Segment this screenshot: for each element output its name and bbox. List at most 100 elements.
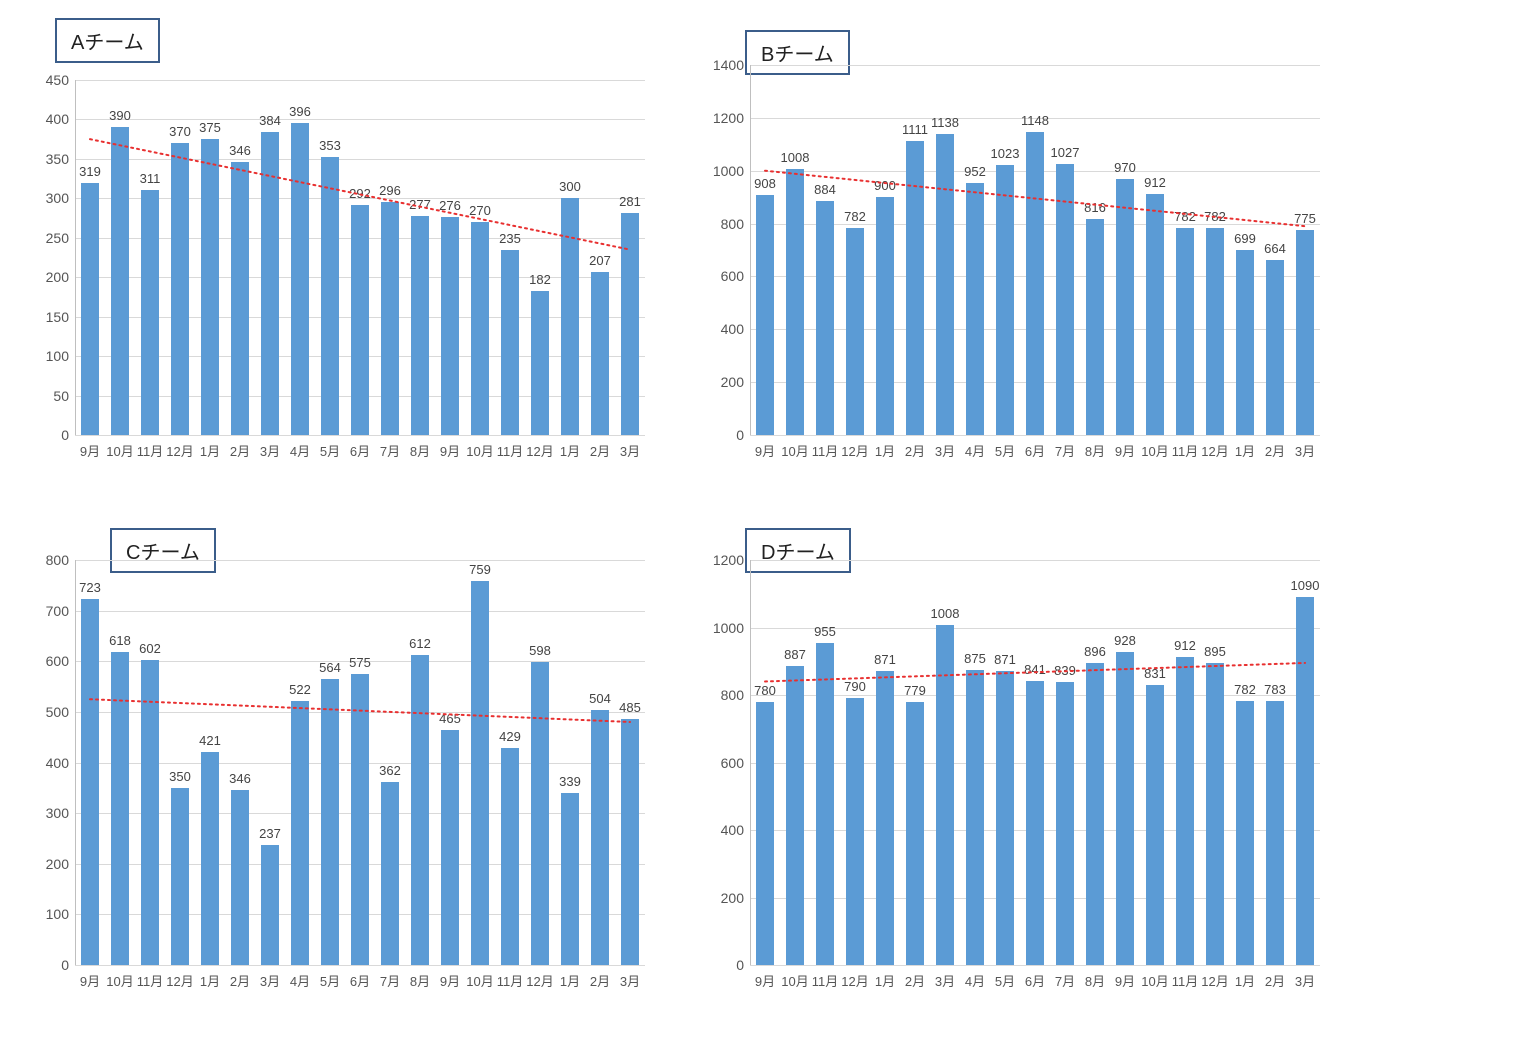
- y-tick-label: 250: [46, 230, 69, 246]
- bar-value-label: 300: [559, 179, 581, 194]
- x-tick-label: 4月: [965, 971, 985, 990]
- x-tick-label: 11月: [1172, 971, 1199, 990]
- bar-value-label: 375: [199, 120, 221, 135]
- bar-value-label: 928: [1114, 633, 1136, 648]
- bar-value-label: 390: [109, 108, 131, 123]
- bar: 790: [846, 698, 865, 965]
- x-tick-label: 6月: [1025, 441, 1045, 460]
- y-tick-label: 0: [736, 427, 744, 443]
- bar: 276: [441, 217, 460, 435]
- x-tick-label: 12月: [1201, 971, 1228, 990]
- y-axis: [750, 65, 751, 435]
- x-tick-label: 8月: [1085, 441, 1105, 460]
- y-tick-label: 0: [61, 427, 69, 443]
- y-tick-label: 600: [46, 653, 69, 669]
- bar: 346: [231, 790, 250, 965]
- bar: 912: [1146, 194, 1165, 435]
- y-tick-label: 450: [46, 72, 69, 88]
- bar-value-label: 955: [814, 624, 836, 639]
- bar-value-label: 782: [1174, 209, 1196, 224]
- bar: 782: [1176, 228, 1195, 435]
- bar-value-label: 782: [844, 209, 866, 224]
- x-tick-label: 5月: [995, 441, 1015, 460]
- bar-value-label: 900: [874, 178, 896, 193]
- bar-value-label: 970: [1114, 160, 1136, 175]
- x-tick-label: 10月: [1141, 971, 1168, 990]
- y-axis: [75, 560, 76, 965]
- bar: 895: [1206, 663, 1225, 965]
- bar: 277: [411, 216, 430, 435]
- y-tick-label: 400: [721, 321, 744, 337]
- bar: 955: [816, 643, 835, 965]
- x-tick-label: 12月: [841, 441, 868, 460]
- gridline: [75, 119, 645, 120]
- x-tick-label: 4月: [290, 971, 310, 990]
- x-tick-label: 10月: [781, 441, 808, 460]
- bar-value-label: 1111: [902, 122, 928, 137]
- bar: 1138: [936, 134, 955, 435]
- bar-value-label: 465: [439, 711, 461, 726]
- bar-value-label: 664: [1264, 241, 1286, 256]
- x-tick-label: 1月: [1235, 441, 1255, 460]
- y-tick-label: 800: [721, 687, 744, 703]
- x-tick-label: 9月: [440, 971, 460, 990]
- gridline: [75, 80, 645, 81]
- bar-value-label: 504: [589, 691, 611, 706]
- bar-value-label: 1138: [931, 115, 959, 130]
- gridline: [750, 435, 1320, 436]
- bar: 1027: [1056, 164, 1075, 435]
- x-tick-label: 3月: [935, 441, 955, 460]
- bar: 884: [816, 201, 835, 435]
- x-tick-label: 11月: [497, 441, 524, 460]
- x-tick-label: 2月: [1265, 971, 1285, 990]
- x-tick-label: 3月: [260, 441, 280, 460]
- x-tick-label: 12月: [526, 441, 553, 460]
- bar: 339: [561, 793, 580, 965]
- x-tick-label: 11月: [137, 971, 164, 990]
- x-tick-label: 12月: [526, 971, 553, 990]
- bar: 908: [756, 195, 775, 435]
- bar-value-label: 699: [1234, 231, 1256, 246]
- bar-value-label: 839: [1054, 663, 1076, 678]
- x-tick-label: 5月: [995, 971, 1015, 990]
- bar-value-label: 602: [139, 641, 161, 656]
- bar: 311: [141, 190, 160, 435]
- y-tick-label: 50: [53, 388, 69, 404]
- y-tick-label: 350: [46, 151, 69, 167]
- x-tick-label: 10月: [466, 441, 493, 460]
- gridline: [75, 435, 645, 436]
- bar: 618: [111, 652, 130, 965]
- bar-value-label: 1027: [1051, 145, 1080, 160]
- bar-value-label: 780: [754, 683, 776, 698]
- bar-value-label: 362: [379, 763, 401, 778]
- y-tick-label: 100: [46, 906, 69, 922]
- x-tick-label: 2月: [905, 971, 925, 990]
- x-tick-label: 12月: [166, 441, 193, 460]
- x-tick-label: 2月: [230, 971, 250, 990]
- bar: 375: [201, 139, 220, 435]
- bar-value-label: 912: [1174, 638, 1196, 653]
- bar-value-label: 908: [754, 176, 776, 191]
- bar-value-label: 207: [589, 253, 611, 268]
- x-tick-label: 5月: [320, 971, 340, 990]
- x-tick-label: 3月: [620, 441, 640, 460]
- chart-c: Cチーム01002003004005006007008007239月61810月…: [20, 520, 655, 1020]
- x-tick-label: 1月: [560, 441, 580, 460]
- y-tick-label: 300: [46, 190, 69, 206]
- bar: 390: [111, 127, 130, 435]
- x-tick-label: 10月: [466, 971, 493, 990]
- bar-value-label: 895: [1204, 644, 1226, 659]
- bar-value-label: 831: [1144, 666, 1166, 681]
- bar: 346: [231, 162, 250, 435]
- y-tick-label: 1000: [713, 620, 744, 636]
- bar-value-label: 598: [529, 643, 551, 658]
- x-tick-label: 7月: [380, 971, 400, 990]
- x-tick-label: 1月: [200, 971, 220, 990]
- bar: 912: [1176, 657, 1195, 965]
- y-axis: [75, 80, 76, 435]
- y-tick-label: 200: [721, 890, 744, 906]
- bar: 575: [351, 674, 370, 965]
- bar-value-label: 370: [169, 124, 191, 139]
- y-tick-label: 200: [46, 856, 69, 872]
- bar: 522: [291, 701, 310, 965]
